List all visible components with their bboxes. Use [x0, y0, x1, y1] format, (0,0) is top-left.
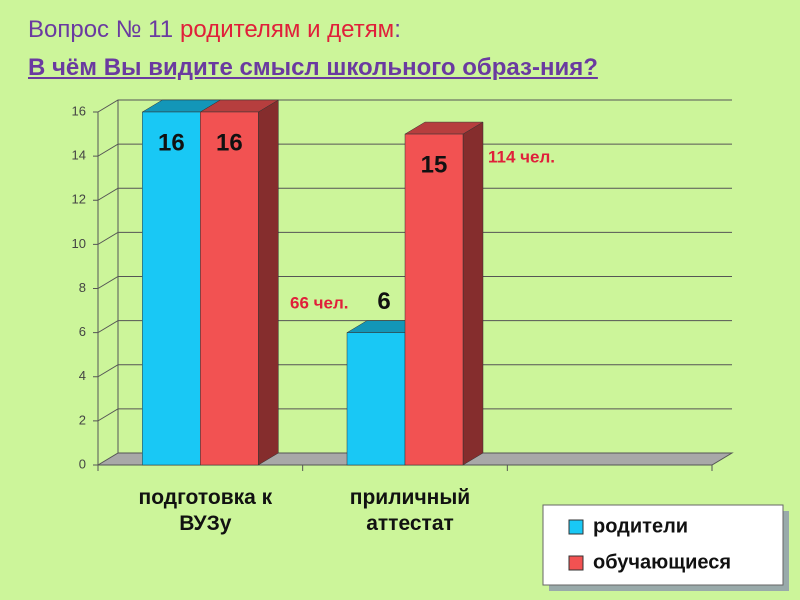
bar — [200, 111, 259, 466]
value-label: 6 — [377, 288, 390, 315]
bar-side — [258, 99, 279, 466]
y-tick-label: 8 — [79, 280, 86, 295]
y-tick-label: 16 — [72, 103, 86, 118]
grid-line — [97, 143, 732, 157]
y-tick-label: 12 — [72, 192, 86, 207]
grid-line — [97, 231, 732, 245]
legend-swatch — [568, 555, 584, 571]
y-tick-label: 14 — [72, 148, 86, 163]
grid-line — [97, 276, 732, 289]
subtitle: В чём Вы видите смысл школьного образ-ни… — [28, 54, 598, 81]
y-tick-label: 4 — [79, 368, 86, 383]
legend — [542, 504, 784, 586]
y-tick-label: 2 — [79, 412, 86, 427]
value-label: 16 — [158, 129, 185, 156]
value-label: 16 — [216, 129, 243, 156]
title-part: Вопрос № 11 — [28, 16, 174, 43]
title-highlight: родителям и детям — [180, 16, 395, 43]
bar — [404, 133, 464, 466]
y-tick-label: 10 — [72, 236, 86, 251]
y-tick-label: 6 — [79, 324, 86, 339]
bar — [346, 332, 406, 466]
bar-side — [462, 121, 484, 466]
title-part: : — [394, 16, 401, 43]
bar — [142, 111, 201, 466]
grid-line — [97, 320, 732, 334]
annotation: 66 чел. — [290, 293, 348, 312]
grid-line — [97, 99, 732, 113]
title: Вопрос № 11 родителям и детям: — [28, 16, 401, 44]
x-tick-label: приличный аттестат — [349, 486, 471, 535]
x-tick-label: подготовка к ВУЗу — [138, 486, 273, 535]
y-tick-label: 0 — [79, 456, 86, 471]
grid-line — [97, 408, 732, 422]
annotation: 114 чел. — [488, 147, 555, 166]
legend-swatch — [568, 519, 584, 535]
value-label: 15 — [421, 151, 448, 178]
grid-line — [97, 187, 732, 201]
legend-label: обучающиеся — [593, 551, 731, 573]
legend-label: родители — [593, 515, 688, 537]
grid-line — [97, 364, 732, 378]
